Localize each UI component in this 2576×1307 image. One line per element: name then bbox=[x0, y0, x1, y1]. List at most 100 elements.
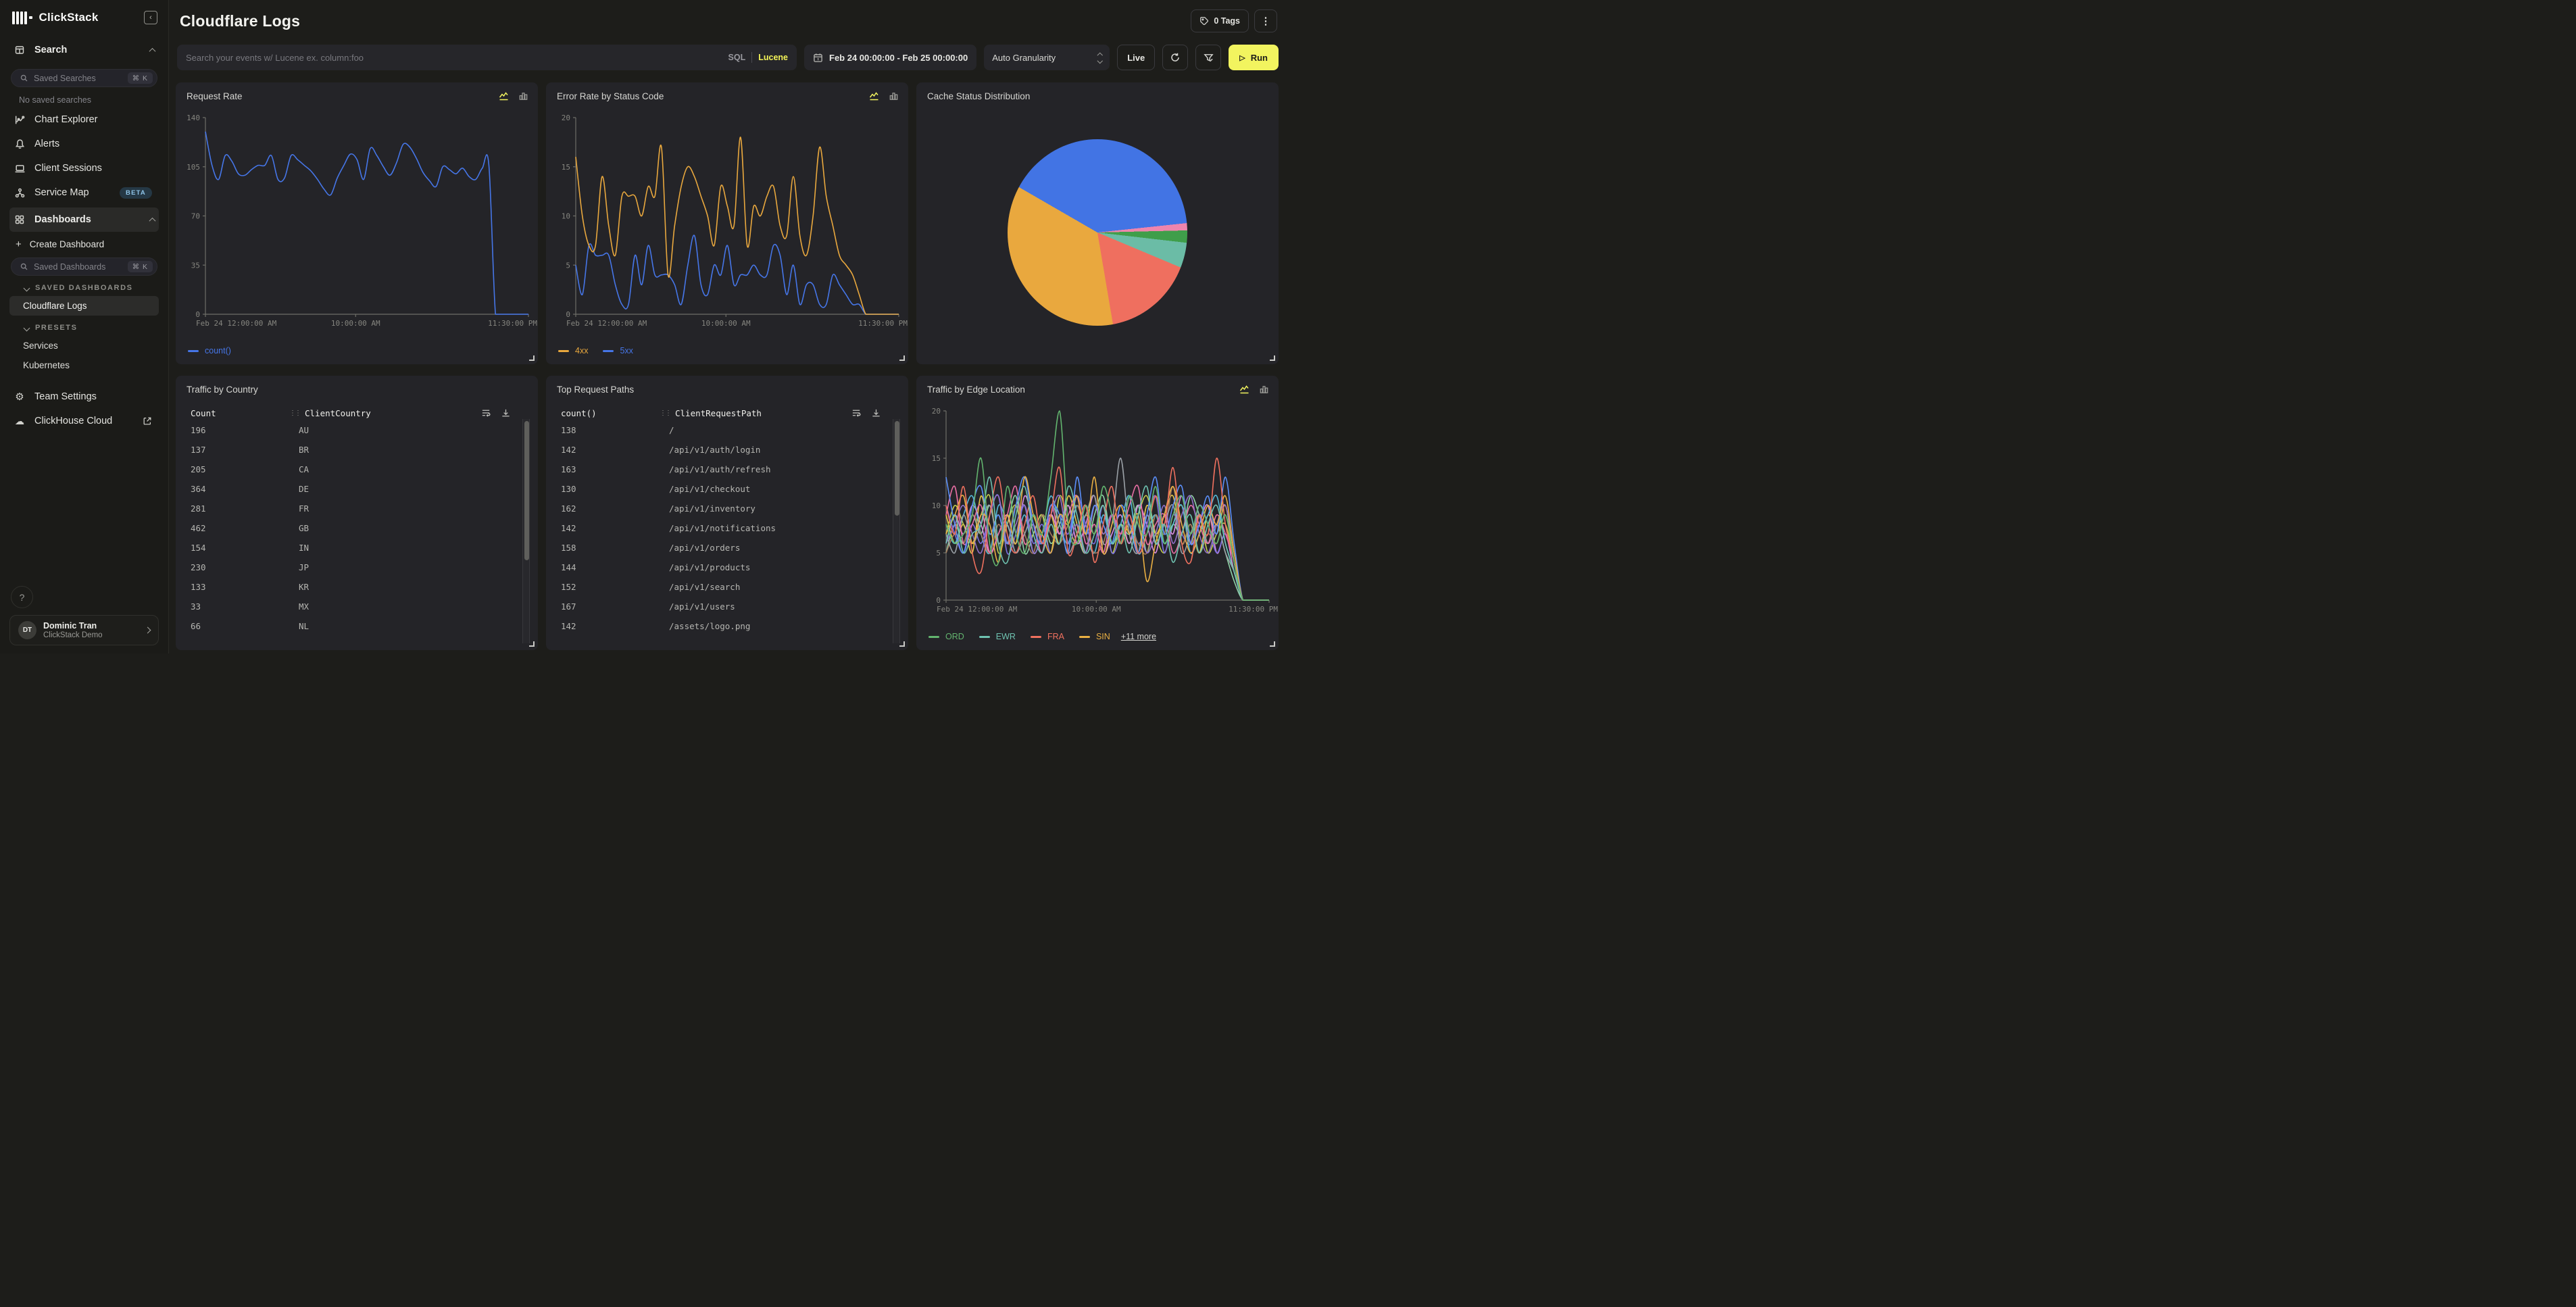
sidebar-item-cloudflare-logs[interactable]: Cloudflare Logs bbox=[9, 296, 159, 316]
refresh-button[interactable] bbox=[1162, 45, 1189, 70]
page-title: Cloudflare Logs bbox=[180, 11, 301, 30]
clickstack-logo-icon bbox=[12, 11, 32, 24]
table-row[interactable]: 137 BR bbox=[191, 440, 511, 460]
table-row[interactable]: 281 FR bbox=[191, 499, 511, 518]
search-input[interactable]: Search your events w/ Lucene ex. column:… bbox=[177, 45, 797, 70]
panel-error-rate: Error Rate by Status Code 0 5 10 15 20 Feb 24… bbox=[546, 82, 908, 364]
sidebar-item-services[interactable]: Services bbox=[23, 341, 58, 351]
request-rate-chart[interactable]: 0 35 70 105 140 Feb 24 12:00:00 AM 10:00:00 AM… bbox=[184, 112, 537, 330]
wrap-text-icon[interactable] bbox=[851, 408, 862, 418]
table-row[interactable]: 152/api/v1/search bbox=[561, 577, 881, 597]
resize-handle[interactable] bbox=[899, 355, 905, 361]
create-dashboard-button[interactable]: + Create Dashboard bbox=[16, 238, 105, 250]
legend-item[interactable]: count() bbox=[188, 346, 231, 355]
download-icon[interactable] bbox=[501, 408, 511, 418]
legend-item[interactable]: 4xx bbox=[558, 346, 588, 355]
saved-dashboards-input[interactable]: Saved Dashboards ⌘ K bbox=[11, 257, 157, 276]
sql-toggle[interactable]: SQL bbox=[728, 53, 746, 62]
resize-handle[interactable] bbox=[1270, 355, 1275, 361]
saved-searches-input[interactable]: Saved Searches ⌘ K bbox=[11, 69, 157, 87]
line-chart-toggle-icon[interactable] bbox=[1239, 385, 1251, 395]
resize-handle[interactable] bbox=[1270, 641, 1275, 647]
legend-more-link[interactable]: +11 more bbox=[1120, 632, 1157, 641]
table-row[interactable]: 158/api/v1/orders bbox=[561, 538, 881, 558]
calendar-icon bbox=[813, 53, 823, 63]
error-rate-chart[interactable]: 0 5 10 15 20 Feb 24 12:00:00 AM 10:00:00 AM 11:… bbox=[554, 112, 908, 330]
table-row[interactable]: 167/api/v1/users bbox=[561, 597, 881, 616]
edge-location-chart[interactable]: 0 5 10 15 20 Feb 24 12:00:00 AM 10:00:00 AM 11:… bbox=[924, 405, 1279, 616]
legend-label: SIN bbox=[1095, 632, 1110, 641]
bar-chart-toggle-icon[interactable] bbox=[518, 91, 528, 101]
legend-item[interactable]: ORD bbox=[928, 632, 964, 641]
filter-button[interactable] bbox=[1195, 45, 1222, 70]
cache-status-pie-chart[interactable] bbox=[1008, 139, 1187, 326]
granularity-select[interactable]: Auto Granularity bbox=[984, 45, 1110, 70]
help-button[interactable]: ? bbox=[11, 586, 33, 608]
table-row[interactable]: 162/api/v1/inventory bbox=[561, 499, 881, 518]
sidebar-item-dashboards[interactable]: Dashboards bbox=[9, 207, 159, 232]
run-button[interactable]: ▷ Run bbox=[1229, 45, 1279, 70]
sidebar-collapse-icon[interactable]: ‹ bbox=[144, 11, 157, 24]
table-row[interactable]: 364 DE bbox=[191, 479, 511, 499]
legend-item[interactable]: 5xx bbox=[603, 346, 633, 355]
sidebar-item-clickhouse-cloud[interactable]: ☁ ClickHouse Cloud bbox=[9, 409, 159, 433]
table-row[interactable]: 230 JP bbox=[191, 558, 511, 577]
main-content: Cloudflare Logs 0 Tags ⋮ Search your eve… bbox=[169, 0, 1288, 654]
line-chart-toggle-icon[interactable] bbox=[499, 91, 510, 101]
tags-button[interactable]: 0 Tags bbox=[1191, 9, 1249, 32]
table-row[interactable]: 154 IN bbox=[191, 538, 511, 558]
live-button[interactable]: Live bbox=[1117, 45, 1156, 70]
table-row[interactable]: 163/api/v1/auth/refresh bbox=[561, 460, 881, 479]
cell-value: FR bbox=[299, 503, 309, 514]
sidebar-item-kubernetes[interactable]: Kubernetes bbox=[23, 360, 70, 370]
column-header-count[interactable]: Count bbox=[191, 408, 216, 418]
user-card[interactable]: DT Dominic Tran ClickStack Demo bbox=[9, 615, 159, 645]
table-row[interactable]: 130/api/v1/checkout bbox=[561, 479, 881, 499]
more-menu-button[interactable]: ⋮ bbox=[1254, 9, 1277, 32]
column-header-clientrequestpath[interactable]: ClientRequestPath bbox=[675, 408, 762, 418]
table-row[interactable]: 462 GB bbox=[191, 518, 511, 538]
resize-handle[interactable] bbox=[529, 355, 535, 361]
table-row[interactable]: 33 MX bbox=[191, 597, 511, 616]
legend-item[interactable]: FRA bbox=[1030, 632, 1064, 641]
lucene-toggle[interactable]: Lucene bbox=[758, 53, 788, 62]
legend-dash-icon bbox=[928, 635, 939, 638]
table-row[interactable]: 66 NL bbox=[191, 616, 511, 636]
legend-item[interactable]: SIN bbox=[1079, 632, 1110, 641]
scrollbar[interactable] bbox=[522, 419, 530, 643]
sidebar-item-search[interactable]: Search bbox=[9, 38, 159, 62]
resize-handle[interactable] bbox=[529, 641, 535, 647]
sidebar-item-alerts[interactable]: Alerts bbox=[9, 132, 159, 156]
resize-handle[interactable] bbox=[899, 641, 905, 647]
sidebar-item-client-sessions[interactable]: Client Sessions bbox=[9, 156, 159, 180]
table-row[interactable]: 142/api/v1/notifications bbox=[561, 518, 881, 538]
sidebar-item-team-settings[interactable]: ⚙ Team Settings bbox=[9, 385, 159, 409]
sidebar-item-chart-explorer[interactable]: Chart Explorer bbox=[9, 107, 159, 132]
sidebar-item-service-map[interactable]: Service Map BETA bbox=[9, 180, 159, 205]
bar-chart-toggle-icon[interactable] bbox=[1259, 385, 1269, 395]
table-row[interactable]: 205 CA bbox=[191, 460, 511, 479]
avatar: DT bbox=[18, 621, 36, 639]
presets-header[interactable]: PRESETS bbox=[9, 316, 159, 336]
table-row[interactable]: 142/api/v1/auth/login bbox=[561, 440, 881, 460]
drag-handle-icon[interactable]: ⋮⋮ bbox=[289, 410, 301, 417]
table-row[interactable]: 142/assets/logo.png bbox=[561, 616, 881, 636]
cell-count: 196 bbox=[191, 425, 206, 435]
scrollbar[interactable] bbox=[893, 419, 900, 643]
column-header-clientcountry[interactable]: ClientCountry bbox=[305, 408, 371, 418]
download-icon[interactable] bbox=[871, 408, 881, 418]
legend-item[interactable]: EWR bbox=[979, 632, 1016, 641]
svg-text:35: 35 bbox=[191, 261, 200, 270]
date-range-picker[interactable]: Feb 24 00:00:00 - Feb 25 00:00:00 bbox=[804, 45, 977, 70]
table-row[interactable]: 138 / bbox=[561, 420, 881, 440]
svg-text:11:30:00 PM: 11:30:00 PM bbox=[1229, 605, 1278, 614]
table-row[interactable]: 144/api/v1/products bbox=[561, 558, 881, 577]
table-row[interactable]: 133 KR bbox=[191, 577, 511, 597]
bar-chart-toggle-icon[interactable] bbox=[889, 91, 899, 101]
line-chart-toggle-icon[interactable] bbox=[869, 91, 881, 101]
saved-dashboards-header[interactable]: SAVED DASHBOARDS bbox=[9, 276, 159, 296]
column-header-count[interactable]: count() bbox=[561, 408, 597, 418]
drag-handle-icon[interactable]: ⋮⋮ bbox=[660, 410, 672, 417]
wrap-text-icon[interactable] bbox=[481, 408, 491, 418]
table-row[interactable]: 196 AU bbox=[191, 420, 511, 440]
